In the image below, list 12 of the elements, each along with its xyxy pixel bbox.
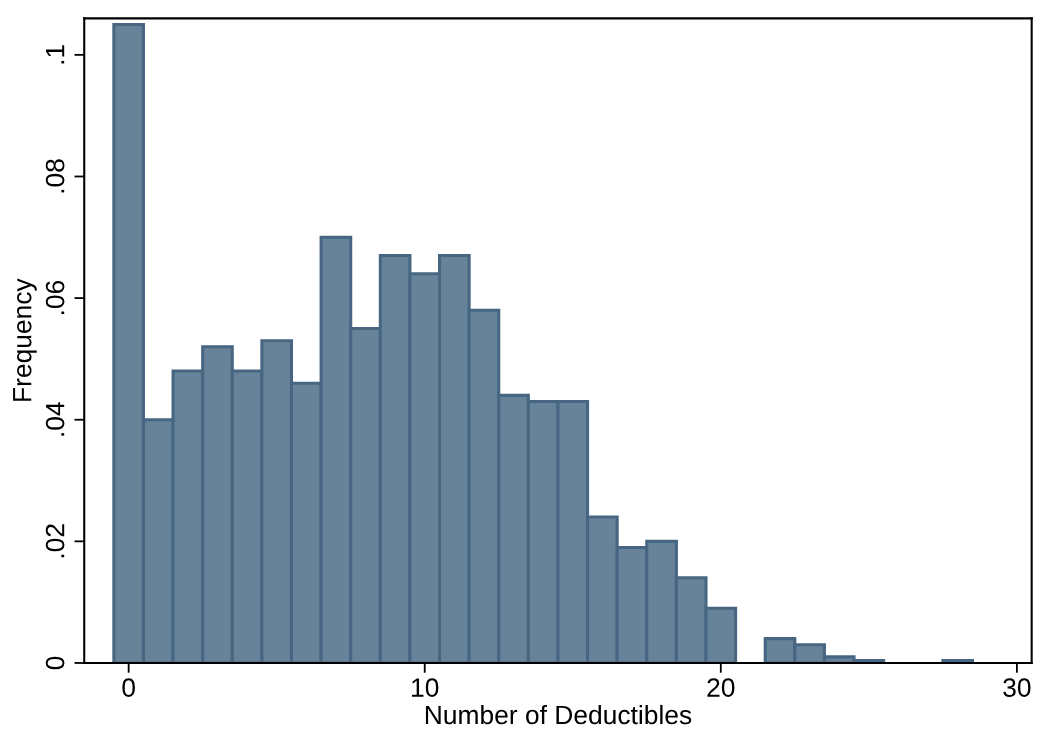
- x-tick-label: 20: [707, 678, 735, 697]
- y-tick-label: .06: [45, 280, 65, 315]
- y-tick-label: .02: [45, 524, 65, 558]
- x-tick-label: 30: [1003, 678, 1031, 697]
- x-tick-label: 10: [412, 678, 439, 697]
- y-tick-label: .1: [46, 45, 65, 64]
- x-tick-label: 0: [122, 678, 135, 697]
- y-axis-title: Frequency: [13, 278, 37, 401]
- y-tick-label: .08: [45, 159, 65, 193]
- y-tick-label: .04: [45, 402, 65, 436]
- y-tick-label: 0: [45, 656, 65, 670]
- x-axis-title: Number of Deductibles: [425, 704, 692, 725]
